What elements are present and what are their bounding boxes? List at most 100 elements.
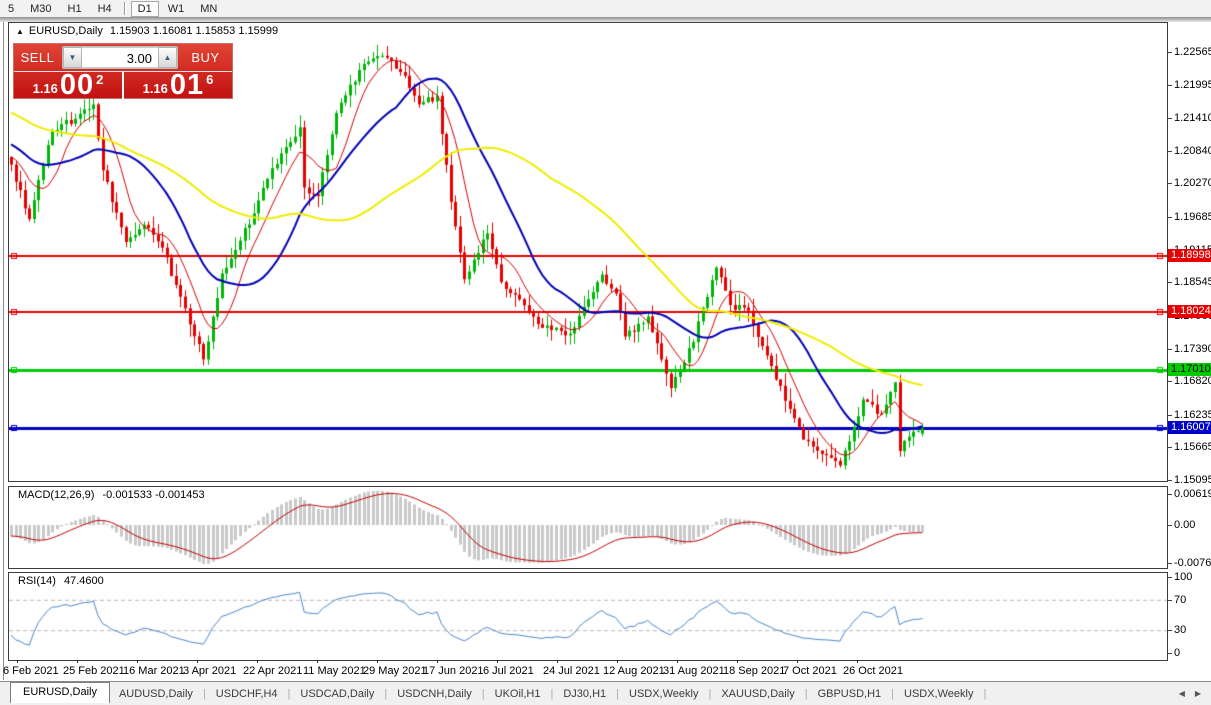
timeframe-toolbar: 5 M30 H1 H4 D1 W1 MN bbox=[0, 0, 1211, 17]
date-axis-tick-mark bbox=[677, 660, 678, 663]
timeframe-button-h1[interactable]: H1 bbox=[67, 2, 82, 15]
tab-separator: | bbox=[983, 687, 987, 700]
date-axis-tick-mark bbox=[317, 660, 318, 663]
price-level-label: 1.18024 bbox=[1168, 305, 1211, 318]
price-axis-tick-mark bbox=[1168, 85, 1172, 86]
date-axis-label: 25 Feb 2021 bbox=[63, 665, 125, 677]
price-axis-tick-label: 1.22565 bbox=[1174, 46, 1211, 58]
price-level-label: 1.17010 bbox=[1168, 363, 1211, 376]
price-axis-tick-label: 1.16820 bbox=[1174, 375, 1211, 387]
date-axis-tick-mark bbox=[77, 660, 78, 663]
chart-tab-usdx-weekly[interactable]: USDX,Weekly bbox=[904, 687, 974, 700]
price-axis-tick-mark bbox=[1168, 480, 1172, 481]
rsi-label: RSI(14) 47.4600 bbox=[18, 575, 104, 587]
price-axis-tick-label: 1.15665 bbox=[1174, 441, 1211, 453]
price-axis-tick-label: 1.17390 bbox=[1174, 343, 1211, 355]
price-axis-tick-label: 1.21995 bbox=[1174, 79, 1211, 91]
timeframe-button-h4[interactable]: H4 bbox=[97, 2, 112, 15]
tab-separator: | bbox=[287, 687, 291, 700]
price-axis-tick-mark bbox=[1168, 52, 1172, 53]
macd-values: -0.001533 -0.001453 bbox=[102, 489, 205, 501]
bid-price-tile[interactable]: 1.16 00 2 bbox=[14, 69, 122, 101]
date-axis-label: 22 Apr 2021 bbox=[243, 665, 303, 677]
sell-button[interactable]: SELL bbox=[20, 50, 55, 65]
price-axis-tick-mark bbox=[1168, 151, 1172, 152]
macd-axis-tick-label: 0.006193 bbox=[1174, 488, 1211, 500]
chart-tab-eurusd-daily[interactable]: EURUSD,Daily bbox=[10, 682, 110, 703]
toolbar-separator bbox=[123, 2, 126, 15]
bid-price-prefix: 1.16 bbox=[32, 81, 58, 96]
date-axis[interactable]: 6 Feb 2021 25 Feb 2021 16 Mar 2021 3 Apr 20… bbox=[0, 660, 1211, 680]
price-axis-tick-label: 1.20270 bbox=[1174, 177, 1211, 189]
volume-decrease-button[interactable]: ▼ bbox=[63, 47, 82, 68]
date-axis-label: 24 Jul 2021 bbox=[543, 665, 600, 677]
date-axis-label: 7 Oct 2021 bbox=[783, 665, 837, 677]
price-axis-tick-mark bbox=[1168, 183, 1172, 184]
price-axis-tick-mark bbox=[1168, 349, 1172, 350]
rsi-axis-tick-label: 70 bbox=[1174, 594, 1187, 606]
one-click-trade-widget: SELL ▼ 3.00 ▲ BUY 1.16 00 2 1.16 01 6 bbox=[14, 44, 232, 101]
ask-price-prefix: 1.16 bbox=[142, 81, 168, 96]
buy-button[interactable]: BUY bbox=[191, 50, 220, 65]
date-axis-tick-mark bbox=[497, 660, 498, 663]
chart-tab-bar: EURUSD,Daily AUDUSD,Daily | USDCHF,H4 | USDCA… bbox=[0, 681, 1211, 705]
date-axis-label: 31 Aug 2021 bbox=[663, 665, 725, 677]
timeframe-button-mn[interactable]: MN bbox=[200, 2, 218, 15]
tab-separator: | bbox=[481, 687, 485, 700]
collapse-triangle-icon[interactable]: ▲ bbox=[16, 26, 24, 36]
timeframe-button-w1[interactable]: W1 bbox=[167, 2, 185, 15]
date-axis-tick-mark bbox=[797, 660, 798, 663]
macd-axis-tick-mark bbox=[1168, 494, 1172, 495]
macd-axis-tick-mark bbox=[1168, 525, 1172, 526]
tab-separator: | bbox=[384, 687, 388, 700]
chart-tab-usdchf-h4[interactable]: USDCHF,H4 bbox=[215, 687, 278, 700]
volume-input[interactable]: 3.00 bbox=[82, 47, 158, 68]
chart-tab-usdcad-daily[interactable]: USDCAD,Daily bbox=[300, 687, 375, 700]
price-axis-tick-label: 1.15095 bbox=[1174, 474, 1211, 486]
bid-price-pips: 00 bbox=[59, 69, 95, 101]
chart-tab-gbpusd-h1[interactable]: GBPUSD,H1 bbox=[817, 687, 882, 700]
tab-scroll-right-button[interactable]: ▶ bbox=[1194, 689, 1201, 698]
chart-tab-ukoil-h1[interactable]: UKOil,H1 bbox=[494, 687, 541, 700]
price-axis-tick-label: 1.18545 bbox=[1174, 276, 1211, 288]
chart-tab-dj30-h1[interactable]: DJ30,H1 bbox=[563, 687, 607, 700]
price-axis[interactable]: 1.22565 1.21995 1.21410 1.20840 1.20270 1.196… bbox=[1168, 22, 1211, 661]
rsi-axis-tick-mark bbox=[1168, 600, 1172, 601]
date-axis-label: 18 Sep 2021 bbox=[723, 665, 786, 677]
ask-price-fraction: 6 bbox=[206, 72, 214, 87]
date-axis-label: 16 Mar 2021 bbox=[123, 665, 185, 677]
date-axis-label: 6 Jul 2021 bbox=[483, 665, 534, 677]
date-axis-tick-mark bbox=[857, 660, 858, 663]
ask-price-tile[interactable]: 1.16 01 6 bbox=[122, 69, 232, 101]
date-axis-label: 6 Feb 2021 bbox=[3, 665, 59, 677]
main-chart-canvas[interactable] bbox=[9, 23, 1167, 481]
chart-tab-xauusd-daily[interactable]: XAUUSD,Daily bbox=[721, 687, 795, 700]
rsi-axis-tick-mark bbox=[1168, 653, 1172, 654]
date-axis-tick-mark bbox=[137, 660, 138, 663]
date-axis-label: 17 Jun 2021 bbox=[423, 665, 484, 677]
macd-canvas[interactable] bbox=[9, 487, 1167, 568]
window-left-border bbox=[3, 22, 4, 680]
bid-price-fraction: 2 bbox=[96, 72, 104, 87]
timeframe-button-5[interactable]: 5 bbox=[8, 2, 15, 15]
chart-tab-usdcnh-daily[interactable]: USDCNH,Daily bbox=[397, 687, 472, 700]
ask-price-pips: 01 bbox=[169, 69, 205, 101]
tab-scroll-left-button[interactable]: ◀ bbox=[1178, 689, 1185, 698]
date-axis-label: 29 May 2021 bbox=[363, 665, 427, 677]
chart-tab-audusd-daily[interactable]: AUDUSD,Daily bbox=[118, 687, 193, 700]
rsi-canvas[interactable] bbox=[9, 573, 1167, 660]
trade-price-row: 1.16 00 2 1.16 01 6 bbox=[14, 69, 232, 101]
date-axis-tick-mark bbox=[17, 660, 18, 663]
chart-tab-usdx-weekly[interactable]: USDX,Weekly bbox=[629, 687, 699, 700]
volume-increase-button[interactable]: ▲ bbox=[158, 47, 177, 68]
date-axis-tick-mark bbox=[257, 660, 258, 663]
price-level-label: 1.16007 bbox=[1168, 421, 1211, 434]
tab-separator: | bbox=[891, 687, 894, 700]
date-axis-tick-mark bbox=[377, 660, 378, 663]
timeframe-button-d1[interactable]: D1 bbox=[130, 0, 159, 17]
timeframe-button-m30[interactable]: M30 bbox=[30, 2, 52, 15]
macd-axis-tick-label: 0.00 bbox=[1174, 519, 1196, 531]
tab-separator: | bbox=[616, 687, 619, 700]
price-axis-tick-mark bbox=[1168, 381, 1172, 382]
price-axis-tick-mark bbox=[1168, 118, 1172, 119]
